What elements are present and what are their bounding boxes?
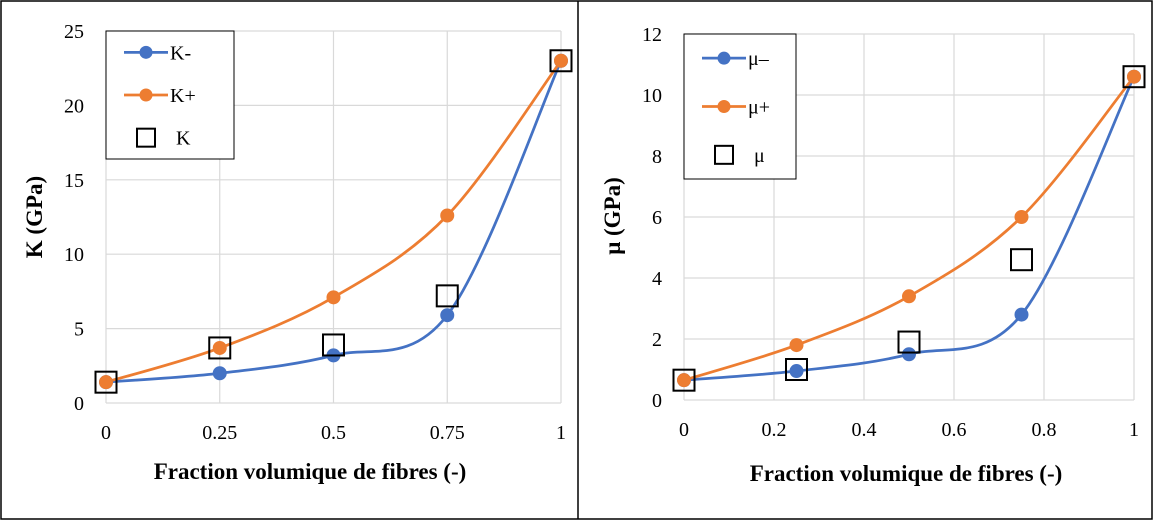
data-point-series-0 — [902, 347, 916, 362]
data-point-series-2 — [435, 284, 459, 308]
legend-swatch-marker — [717, 100, 731, 113]
data-point-series-1 — [554, 53, 568, 68]
data-point-series-0 — [440, 308, 455, 323]
y-tick-label: 10 — [642, 85, 662, 107]
y-tick-label: 0 — [74, 393, 84, 415]
y-tick-label: 4 — [652, 268, 662, 290]
y-tick-label: 12 — [642, 24, 662, 46]
y-tick-label: 5 — [74, 319, 84, 341]
legend-label: K- — [170, 42, 191, 64]
legend-label: K+ — [170, 85, 196, 107]
data-point-series-1 — [212, 340, 227, 355]
series-line-0 — [105, 60, 563, 384]
y-tick-label: 6 — [652, 207, 662, 229]
y-tick-label: 20 — [64, 95, 84, 117]
y-tick-label: 10 — [64, 244, 84, 266]
x-tick-label: 0.25 — [202, 422, 237, 444]
x-axis-title: Fraction volumique de fibres (-) — [750, 461, 1063, 486]
data-point-series-1 — [789, 338, 804, 353]
y-tick-label: 25 — [64, 21, 84, 43]
x-tick-label: 0.5 — [321, 422, 346, 444]
data-point-series-1 — [440, 208, 455, 223]
x-tick-label: 0.8 — [1032, 419, 1057, 441]
data-point-series-2 — [672, 368, 696, 392]
legend-label: K — [176, 128, 191, 150]
data-point-series-1 — [1014, 210, 1029, 224]
legend-swatch-square — [714, 144, 734, 165]
data-point-series-2 — [208, 336, 232, 360]
data-point-series-2 — [1010, 248, 1033, 272]
data-point-series-2 — [1122, 65, 1146, 89]
data-point-series-2 — [897, 330, 921, 354]
y-tick-label: 8 — [652, 146, 662, 168]
legend-label: μ — [754, 145, 765, 167]
data-point-series-1 — [326, 290, 341, 305]
x-tick-label: 0 — [101, 422, 111, 444]
data-point-series-2 — [549, 49, 573, 73]
series-line-0 — [683, 76, 1136, 382]
x-tick-label: 0.4 — [852, 419, 877, 441]
y-axis-title: μ (GPa) — [600, 177, 625, 255]
legend-swatch-square — [136, 127, 156, 148]
legend-label: μ– — [748, 48, 770, 70]
x-tick-label: 0.6 — [942, 419, 967, 441]
data-point-series-0 — [212, 366, 227, 381]
data-point-series-0 — [1014, 307, 1029, 322]
legend-label: μ+ — [748, 97, 770, 119]
x-tick-label: 1 — [1129, 419, 1139, 441]
legend-swatch-marker — [139, 88, 153, 102]
legend-swatch-marker — [717, 51, 731, 65]
x-tick-label: 0.75 — [430, 422, 465, 444]
y-axis-title: K (GPa) — [22, 176, 47, 258]
data-point-series-2 — [785, 358, 808, 381]
x-tick-label: 0.2 — [762, 419, 787, 441]
data-point-series-2 — [94, 370, 118, 394]
x-tick-label: 1 — [556, 422, 566, 444]
y-tick-label: 15 — [64, 170, 84, 192]
data-point-series-1 — [902, 289, 916, 304]
data-point-series-0 — [789, 364, 804, 379]
data-point-series-1 — [1127, 69, 1141, 84]
x-axis-title: Fraction volumique de fibres (-) — [154, 459, 467, 484]
data-point-series-2 — [322, 333, 345, 357]
legend-swatch-marker — [139, 45, 153, 59]
y-tick-label: 0 — [652, 390, 662, 412]
x-tick-label: 0 — [679, 419, 689, 441]
y-tick-label: 2 — [652, 329, 662, 351]
data-point-series-1 — [677, 373, 691, 388]
data-point-series-1 — [99, 375, 113, 390]
